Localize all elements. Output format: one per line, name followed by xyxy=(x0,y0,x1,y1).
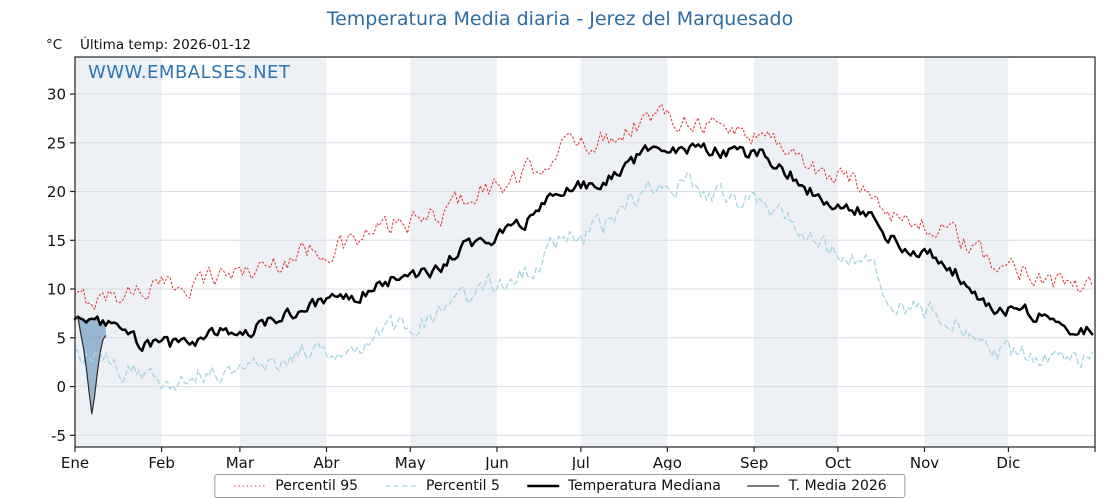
legend-item-mediana: Temperatura Mediana xyxy=(526,478,721,494)
svg-text:30: 30 xyxy=(47,86,66,104)
svg-text:Ago: Ago xyxy=(653,454,682,470)
svg-text:Ene: Ene xyxy=(61,454,89,470)
chart-plot: -5 0 5 10 15 20 25 30 Ene Feb Mar Abr May Jun Jul Ago Se… xyxy=(47,56,1096,470)
svg-text:15: 15 xyxy=(47,232,66,250)
legend-label: Percentil 5 xyxy=(426,478,500,494)
svg-text:20: 20 xyxy=(47,183,66,201)
legend-sample-percentil-5-line xyxy=(385,485,418,487)
svg-text:Oct: Oct xyxy=(825,454,851,470)
svg-text:Nov: Nov xyxy=(910,454,939,470)
legend-label: T. Media 2026 xyxy=(788,478,887,494)
legend-item-tmedia-2026: T. Media 2026 xyxy=(747,478,887,494)
svg-text:May: May xyxy=(395,454,426,470)
y-unit-label: °C xyxy=(46,37,63,53)
svg-text:Abr: Abr xyxy=(314,454,341,470)
svg-text:10: 10 xyxy=(47,281,66,299)
svg-text:-5: -5 xyxy=(51,427,66,445)
svg-text:5: 5 xyxy=(56,329,66,347)
legend-sample-percentil-95-line xyxy=(234,485,267,487)
svg-text:0: 0 xyxy=(56,378,66,396)
last-temp-label: Última temp: 2026-01-12 xyxy=(80,37,252,53)
legend-sample-mediana-line xyxy=(526,484,559,488)
legend-label: Percentil 95 xyxy=(275,478,359,494)
svg-text:Sep: Sep xyxy=(740,454,768,470)
watermark: WWW.EMBALSES.NET xyxy=(88,62,291,83)
legend: Percentil 95 Percentil 5 Temperatura Med… xyxy=(214,474,906,498)
legend-sample-tmedia-2026-line xyxy=(747,485,780,487)
svg-text:Jul: Jul xyxy=(571,454,590,470)
chart-title: Temperatura Media diaria - Jerez del Mar… xyxy=(326,8,794,30)
svg-text:Mar: Mar xyxy=(226,454,255,470)
legend-item-percentil-5: Percentil 5 xyxy=(384,478,500,494)
svg-text:25: 25 xyxy=(47,134,66,152)
svg-text:Jun: Jun xyxy=(484,454,508,470)
svg-text:Dic: Dic xyxy=(996,454,1020,470)
legend-item-percentil-95: Percentil 95 xyxy=(233,478,358,494)
svg-text:Feb: Feb xyxy=(148,454,175,470)
legend-label: Temperatura Mediana xyxy=(567,478,721,494)
